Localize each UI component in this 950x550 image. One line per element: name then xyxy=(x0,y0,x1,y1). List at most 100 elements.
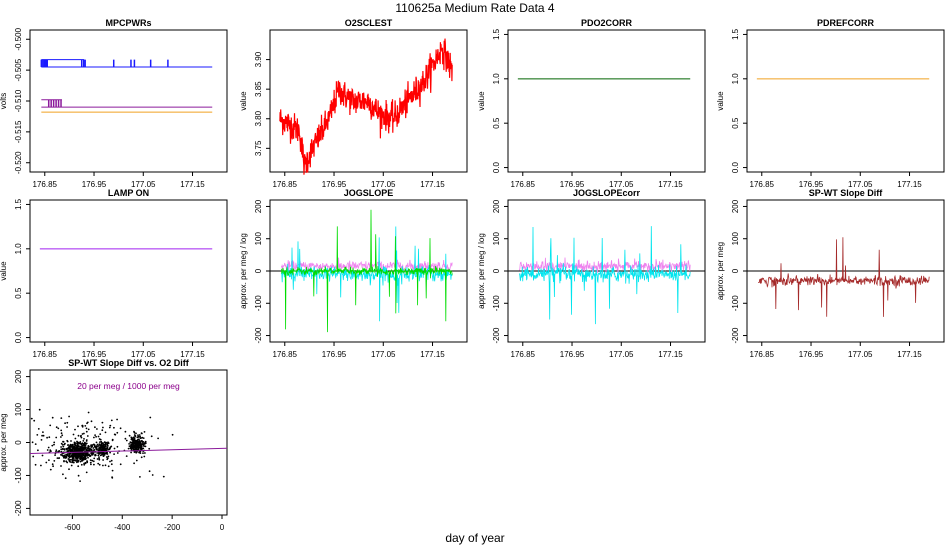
page-title: 110625a Medium Rate Data 4 xyxy=(395,1,555,15)
scatter-point xyxy=(138,434,141,436)
scatter-point xyxy=(81,444,84,447)
scatter-point xyxy=(74,448,77,451)
scatter-point xyxy=(130,444,133,447)
scatter-point xyxy=(64,442,66,445)
y-tick-label: 100 xyxy=(254,232,263,246)
x-tick-label: 176.95 xyxy=(322,180,347,189)
scatter-point xyxy=(130,446,132,449)
scatter-point xyxy=(70,440,72,442)
panel-lampon: LAMP ON value 176.85 176.95 177.05 177.15 0.0 0… xyxy=(0,188,228,359)
scatter-point xyxy=(68,459,71,461)
scatter-point xyxy=(34,463,37,466)
panel-scatter: SP-WT Slope Diff vs. O2 Diff approx. per … xyxy=(0,358,228,532)
scatter-point xyxy=(79,455,81,458)
y-tick-label: -0.510 xyxy=(14,89,23,112)
scatter-point xyxy=(84,457,87,460)
panel-jogslopecorr: JOGSLOPEcorr approx. per meg / log 176.85 1… xyxy=(477,188,706,359)
x-tick-label: -400 xyxy=(114,523,131,532)
scatter-point xyxy=(84,462,87,465)
scatter-point xyxy=(104,464,107,467)
plot-frame xyxy=(269,29,468,173)
y-tick-label: 1.0 xyxy=(492,73,501,85)
x-tick-label: 177.05 xyxy=(131,180,156,189)
scatter-point xyxy=(85,448,88,451)
scatter-point xyxy=(143,431,146,433)
scatter-point xyxy=(133,446,135,449)
scatter-point xyxy=(103,448,106,450)
scatter-point xyxy=(92,447,95,449)
scatter-point xyxy=(98,443,101,445)
scatter-point xyxy=(103,454,106,456)
scatter-point xyxy=(71,443,74,446)
scatter-point xyxy=(61,454,64,457)
scatter-point xyxy=(98,463,101,466)
scatter-point xyxy=(119,427,122,430)
scatter-point xyxy=(96,452,99,454)
scatter-point xyxy=(48,459,50,461)
scatter-point xyxy=(64,477,67,480)
x-tick-label: 176.85 xyxy=(273,180,298,189)
scatter-point xyxy=(92,452,95,455)
panel-title: LAMP ON xyxy=(108,188,149,198)
scatter-point xyxy=(124,437,127,440)
scatter-point xyxy=(66,421,69,424)
y-tick-label: -0.515 xyxy=(14,120,23,143)
scatter-point xyxy=(53,443,55,446)
plot-frame xyxy=(29,199,228,343)
scatter-point xyxy=(66,448,68,451)
scatter-point xyxy=(83,462,85,465)
scatter-point xyxy=(119,463,122,466)
y-tick-label: 0.5 xyxy=(492,117,501,129)
scatter-point xyxy=(60,432,63,435)
scatter-point xyxy=(127,447,130,450)
scatter-point xyxy=(81,458,84,461)
scatter-point xyxy=(68,415,70,418)
plot-frame xyxy=(29,29,228,173)
y-axis-label: value xyxy=(477,91,486,111)
scatter-point xyxy=(110,463,113,466)
series-line-SP-WT xyxy=(758,237,930,317)
y-axis-label: approx. per meg / log xyxy=(477,233,486,309)
scatter-point xyxy=(60,436,62,438)
scatter-point xyxy=(109,446,112,449)
y-tick-label: 200 xyxy=(254,199,263,213)
y-tick-label: -200 xyxy=(254,327,263,344)
x-tick-label: 176.85 xyxy=(33,350,58,359)
scatter-point xyxy=(89,449,92,451)
series-line-o2sclest xyxy=(279,38,453,175)
scatter-point xyxy=(60,465,62,467)
scatter-point xyxy=(162,475,165,478)
scatter-point xyxy=(42,431,44,433)
scatter-point xyxy=(133,430,135,433)
panel-title: PDREFCORR xyxy=(817,18,875,28)
scatter-point xyxy=(58,457,61,459)
scatter-point xyxy=(104,431,107,434)
scatter-point xyxy=(81,449,84,452)
scatter-point xyxy=(60,450,63,453)
y-tick-label: 0.5 xyxy=(731,117,740,129)
scatter-point xyxy=(40,439,43,441)
scatter-point xyxy=(98,456,100,458)
scatter-point xyxy=(76,454,79,457)
scatter-point xyxy=(76,444,79,447)
scatter-point xyxy=(139,435,142,438)
scatter-point xyxy=(96,428,98,430)
scatter-point xyxy=(111,477,114,479)
x-tick-label: 176.95 xyxy=(82,180,107,189)
y-tick-label: 1.0 xyxy=(14,243,23,255)
scatter-point xyxy=(102,464,104,467)
scatter-point xyxy=(124,430,127,433)
scatter-point xyxy=(86,435,89,437)
y-tick-label: 3.80 xyxy=(254,110,263,126)
scatter-point xyxy=(132,439,135,442)
scatter-point xyxy=(89,459,92,461)
scatter-point xyxy=(89,454,92,457)
scatter-point xyxy=(87,456,89,459)
scatter-point xyxy=(140,445,143,448)
scatter-point xyxy=(91,459,94,462)
scatter-point xyxy=(99,441,101,443)
scatter-point xyxy=(83,454,86,457)
y-tick-label: 0.5 xyxy=(14,287,23,299)
scatter-point xyxy=(137,438,139,441)
scatter-point xyxy=(95,441,98,444)
